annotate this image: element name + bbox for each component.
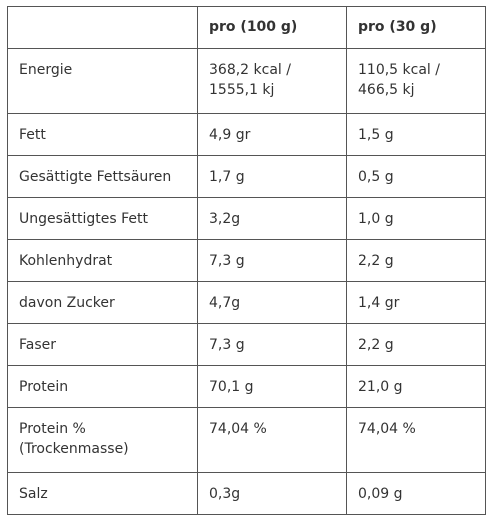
row-label: Faser: [7, 323, 198, 366]
table-row: Protein % (Trockenmasse) 74,04 % 74,04 %: [7, 407, 486, 473]
table-row: davon Zucker 4,7g 1,4 gr: [7, 281, 486, 324]
row-label: Protein % (Trockenmasse): [7, 407, 198, 473]
nutrition-table: pro (100 g) pro (30 g) Energie 368,2 kca…: [7, 6, 486, 515]
value-per-100g: 4,9 gr: [197, 113, 347, 156]
row-label: Energie: [7, 48, 198, 114]
value-per-30g: 2,2 g: [346, 239, 486, 282]
nutrition-table-container: pro (100 g) pro (30 g) Energie 368,2 kca…: [7, 6, 486, 515]
row-label: Fett: [7, 113, 198, 156]
value-per-30g: 2,2 g: [346, 323, 486, 366]
value-per-100g: 368,2 kcal / 1555,1 kj: [197, 48, 347, 114]
value-per-30g: 21,0 g: [346, 365, 486, 408]
value-per-100g: 70,1 g: [197, 365, 347, 408]
value-per-100g: 1,7 g: [197, 155, 347, 198]
row-label: Gesättigte Fettsäuren: [7, 155, 198, 198]
value-per-30g: 1,5 g: [346, 113, 486, 156]
table-row: Gesättigte Fettsäuren 1,7 g 0,5 g: [7, 155, 486, 198]
table-row: Ungesättigtes Fett 3,2g 1,0 g: [7, 197, 486, 240]
table-row: Kohlenhydrat 7,3 g 2,2 g: [7, 239, 486, 282]
value-per-30g: 74,04 %: [346, 407, 486, 473]
value-per-30g: 1,4 gr: [346, 281, 486, 324]
value-per-100g: 3,2g: [197, 197, 347, 240]
table-row: Energie 368,2 kcal / 1555,1 kj 110,5 kca…: [7, 48, 486, 114]
header-per-30g: pro (30 g): [346, 6, 486, 49]
value-per-30g: 0,5 g: [346, 155, 486, 198]
table-header-row: pro (100 g) pro (30 g): [7, 6, 486, 49]
value-per-30g: 110,5 kcal / 466,5 kj: [346, 48, 486, 114]
table-row: Salz 0,3g 0,09 g: [7, 472, 486, 515]
row-label: Protein: [7, 365, 198, 408]
value-per-30g: 1,0 g: [346, 197, 486, 240]
row-label: Salz: [7, 472, 198, 515]
table-row: Faser 7,3 g 2,2 g: [7, 323, 486, 366]
row-label: Ungesättigtes Fett: [7, 197, 198, 240]
value-per-100g: 7,3 g: [197, 239, 347, 282]
header-per-100g: pro (100 g): [197, 6, 347, 49]
value-per-30g: 0,09 g: [346, 472, 486, 515]
row-label: Kohlenhydrat: [7, 239, 198, 282]
header-empty: [7, 6, 198, 49]
table-row: Protein 70,1 g 21,0 g: [7, 365, 486, 408]
row-label: davon Zucker: [7, 281, 198, 324]
value-per-100g: 0,3g: [197, 472, 347, 515]
value-per-100g: 74,04 %: [197, 407, 347, 473]
value-per-100g: 7,3 g: [197, 323, 347, 366]
table-row: Fett 4,9 gr 1,5 g: [7, 113, 486, 156]
value-per-100g: 4,7g: [197, 281, 347, 324]
